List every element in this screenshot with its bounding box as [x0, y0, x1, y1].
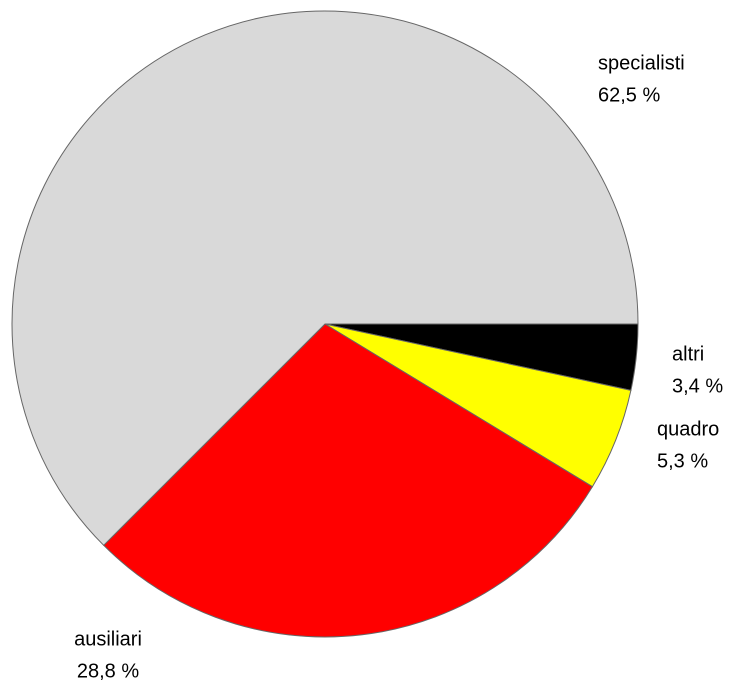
slice-name: ausiliari [74, 628, 142, 650]
slice-value-label: 5,3 % [657, 450, 708, 472]
slice-name: specialisti [598, 52, 685, 74]
slice-name: altri [672, 343, 704, 365]
slice-value-label: 28,8 % [77, 660, 139, 682]
slice-name: quadro [657, 418, 719, 440]
pie-slice [102, 323, 594, 638]
slice-value-label: 62,5 % [598, 84, 660, 106]
slice-value-label: 3,4 % [672, 375, 723, 397]
pie-slice [11, 10, 639, 547]
